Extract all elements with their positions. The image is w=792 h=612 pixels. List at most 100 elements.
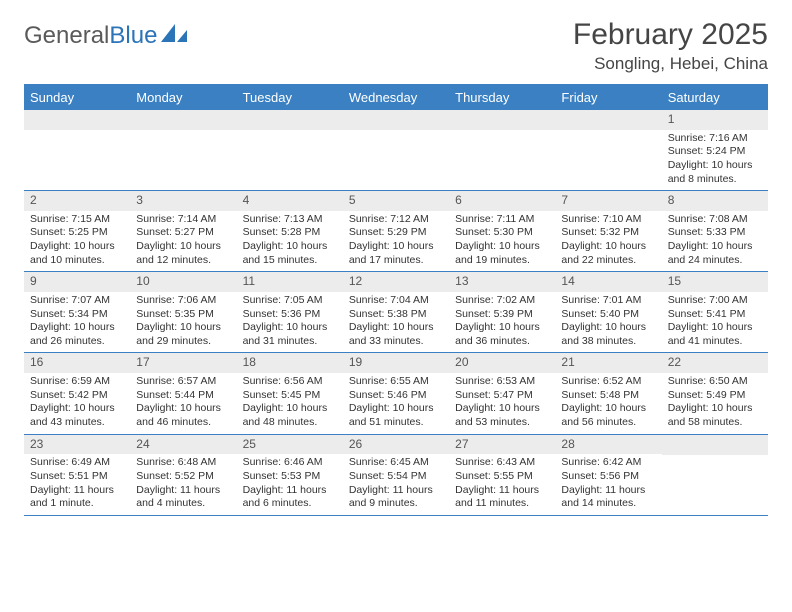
day-cell: 6Sunrise: 7:11 AMSunset: 5:30 PMDaylight… bbox=[449, 191, 555, 271]
day-data: Sunrise: 7:13 AMSunset: 5:28 PMDaylight:… bbox=[237, 211, 343, 272]
daylight-text: Daylight: 10 hours and 31 minutes. bbox=[243, 321, 337, 348]
day-cell: 13Sunrise: 7:02 AMSunset: 5:39 PMDayligh… bbox=[449, 272, 555, 352]
daylight-text: Daylight: 10 hours and 58 minutes. bbox=[668, 402, 762, 429]
day-number bbox=[555, 110, 661, 130]
day-cell bbox=[343, 110, 449, 190]
day-cell: 3Sunrise: 7:14 AMSunset: 5:27 PMDaylight… bbox=[130, 191, 236, 271]
day-data: Sunrise: 7:00 AMSunset: 5:41 PMDaylight:… bbox=[662, 292, 768, 353]
day-number: 20 bbox=[449, 353, 555, 373]
day-cell: 16Sunrise: 6:59 AMSunset: 5:42 PMDayligh… bbox=[24, 353, 130, 433]
daylight-text: Daylight: 11 hours and 14 minutes. bbox=[561, 484, 655, 511]
day-data: Sunrise: 6:55 AMSunset: 5:46 PMDaylight:… bbox=[343, 373, 449, 434]
daylight-text: Daylight: 10 hours and 17 minutes. bbox=[349, 240, 443, 267]
week-row: 16 Sunrise: 6:59 AMSunset: 5:42 PM Dayligh… bbox=[24, 352, 768, 433]
sunrise-text: Sunrise: 7:15 AM bbox=[30, 213, 124, 227]
day-number: 8 bbox=[662, 191, 768, 211]
day-data: Sunrise: 6:42 AMSunset: 5:56 PMDaylight:… bbox=[555, 454, 661, 515]
day-cell: 1Sunrise: 7:16 AMSunset: 5:24 PMDaylight… bbox=[662, 110, 768, 190]
daylight-text: Daylight: 11 hours and 4 minutes. bbox=[136, 484, 230, 511]
day-number: 16 bbox=[24, 353, 130, 373]
day-header: Saturday bbox=[662, 86, 768, 109]
day-number bbox=[343, 110, 449, 130]
sunrise-text: Sunrise: 6:52 AM bbox=[561, 375, 655, 389]
day-data: Sunrise: 6:50 AMSunset: 5:49 PMDaylight:… bbox=[662, 373, 768, 434]
brand-text: GeneralBlue bbox=[24, 22, 157, 50]
daylight-text: Daylight: 10 hours and 46 minutes. bbox=[136, 402, 230, 429]
brand-sail-icon bbox=[161, 24, 187, 42]
daylight-text: Daylight: 10 hours and 53 minutes. bbox=[455, 402, 549, 429]
sunrise-text: Sunrise: 7:07 AM bbox=[30, 294, 124, 308]
sunrise-text: Sunrise: 6:59 AM bbox=[30, 375, 124, 389]
day-header-row: Sunday Monday Tuesday Wednesday Thursday… bbox=[24, 84, 768, 109]
day-data: Sunrise: 7:11 AMSunset: 5:30 PMDaylight:… bbox=[449, 211, 555, 272]
day-data: Sunrise: 6:48 AMSunset: 5:52 PMDaylight:… bbox=[130, 454, 236, 515]
day-cell bbox=[24, 110, 130, 190]
day-cell: 20Sunrise: 6:53 AMSunset: 5:47 PMDayligh… bbox=[449, 353, 555, 433]
daylight-text: Daylight: 10 hours and 29 minutes. bbox=[136, 321, 230, 348]
sunset-text: Sunset: 5:42 PM bbox=[30, 389, 124, 403]
day-header: Friday bbox=[555, 86, 661, 109]
day-data: Sunrise: 7:15 AMSunset: 5:25 PMDaylight:… bbox=[24, 211, 130, 272]
daylight-text: Daylight: 10 hours and 22 minutes. bbox=[561, 240, 655, 267]
sunset-text: Sunset: 5:38 PM bbox=[349, 308, 443, 322]
day-number: 7 bbox=[555, 191, 661, 211]
day-cell: 7Sunrise: 7:10 AMSunset: 5:32 PMDaylight… bbox=[555, 191, 661, 271]
sunset-text: Sunset: 5:41 PM bbox=[668, 308, 762, 322]
sunrise-text: Sunrise: 7:13 AM bbox=[243, 213, 337, 227]
day-header: Tuesday bbox=[237, 86, 343, 109]
day-cell: 25Sunrise: 6:46 AMSunset: 5:53 PMDayligh… bbox=[237, 435, 343, 515]
brand-logo: GeneralBlue bbox=[24, 22, 187, 50]
sunrise-text: Sunrise: 6:42 AM bbox=[561, 456, 655, 470]
sunset-text: Sunset: 5:39 PM bbox=[455, 308, 549, 322]
sunset-text: Sunset: 5:44 PM bbox=[136, 389, 230, 403]
day-cell: 2Sunrise: 7:15 AMSunset: 5:25 PMDaylight… bbox=[24, 191, 130, 271]
sunrise-text: Sunrise: 7:05 AM bbox=[243, 294, 337, 308]
daylight-text: Daylight: 11 hours and 1 minute. bbox=[30, 484, 124, 511]
day-number: 11 bbox=[237, 272, 343, 292]
sunset-text: Sunset: 5:36 PM bbox=[243, 308, 337, 322]
sunrise-text: Sunrise: 6:57 AM bbox=[136, 375, 230, 389]
day-cell: 18Sunrise: 6:56 AMSunset: 5:45 PMDayligh… bbox=[237, 353, 343, 433]
sunset-text: Sunset: 5:27 PM bbox=[136, 226, 230, 240]
sunset-text: Sunset: 5:54 PM bbox=[349, 470, 443, 484]
day-number bbox=[662, 435, 768, 455]
daylight-text: Daylight: 10 hours and 26 minutes. bbox=[30, 321, 124, 348]
sunrise-text: Sunrise: 7:01 AM bbox=[561, 294, 655, 308]
week-row: 1Sunrise: 7:16 AMSunset: 5:24 PMDaylight… bbox=[24, 109, 768, 190]
day-number: 5 bbox=[343, 191, 449, 211]
day-cell: 4Sunrise: 7:13 AMSunset: 5:28 PMDaylight… bbox=[237, 191, 343, 271]
sunset-text: Sunset: 5:24 PM bbox=[668, 145, 762, 159]
week-row: 9Sunrise: 7:07 AMSunset: 5:34 PMDaylight… bbox=[24, 271, 768, 352]
sunrise-text: Sunrise: 6:46 AM bbox=[243, 456, 337, 470]
day-data: Sunrise: 7:08 AMSunset: 5:33 PMDaylight:… bbox=[662, 211, 768, 272]
day-cell: 10Sunrise: 7:06 AMSunset: 5:35 PMDayligh… bbox=[130, 272, 236, 352]
day-cell: 11 Sunrise: 7:05 AMSunset: 5:36 PMDayligh… bbox=[237, 272, 343, 352]
calendar: Sunday Monday Tuesday Wednesday Thursday… bbox=[24, 84, 768, 516]
sunset-text: Sunset: 5:34 PM bbox=[30, 308, 124, 322]
sunset-text: Sunset: 5:25 PM bbox=[30, 226, 124, 240]
title-block: February 2025 Songling, Hebei, China bbox=[573, 18, 768, 74]
day-cell: 22Sunrise: 6:50 AMSunset: 5:49 PMDayligh… bbox=[662, 353, 768, 433]
day-cell bbox=[449, 110, 555, 190]
day-data: Sunrise: 7:06 AMSunset: 5:35 PMDaylight:… bbox=[130, 292, 236, 353]
daylight-text: Daylight: 11 hours and 6 minutes. bbox=[243, 484, 337, 511]
sunrise-text: Sunrise: 6:55 AM bbox=[349, 375, 443, 389]
day-cell: 12Sunrise: 7:04 AMSunset: 5:38 PMDayligh… bbox=[343, 272, 449, 352]
day-number bbox=[130, 110, 236, 130]
day-data: Sunrise: 6:53 AMSunset: 5:47 PMDaylight:… bbox=[449, 373, 555, 434]
day-data: Sunrise: 6:43 AMSunset: 5:55 PMDaylight:… bbox=[449, 454, 555, 515]
day-header: Thursday bbox=[449, 86, 555, 109]
month-title: February 2025 bbox=[573, 18, 768, 52]
day-data: Sunrise: 7:02 AMSunset: 5:39 PMDaylight:… bbox=[449, 292, 555, 353]
sunset-text: Sunset: 5:45 PM bbox=[243, 389, 337, 403]
sunset-text: Sunset: 5:52 PM bbox=[136, 470, 230, 484]
sunrise-text: Sunrise: 7:06 AM bbox=[136, 294, 230, 308]
day-number: 25 bbox=[237, 435, 343, 455]
sunrise-text: Sunrise: 7:08 AM bbox=[668, 213, 762, 227]
day-cell bbox=[237, 110, 343, 190]
sunrise-text: Sunrise: 7:10 AM bbox=[561, 213, 655, 227]
weeks-container: 1Sunrise: 7:16 AMSunset: 5:24 PMDaylight… bbox=[24, 109, 768, 516]
day-number: 14 bbox=[555, 272, 661, 292]
daylight-text: Daylight: 10 hours and 33 minutes. bbox=[349, 321, 443, 348]
day-data: Sunrise: 7:04 AMSunset: 5:38 PMDaylight:… bbox=[343, 292, 449, 353]
